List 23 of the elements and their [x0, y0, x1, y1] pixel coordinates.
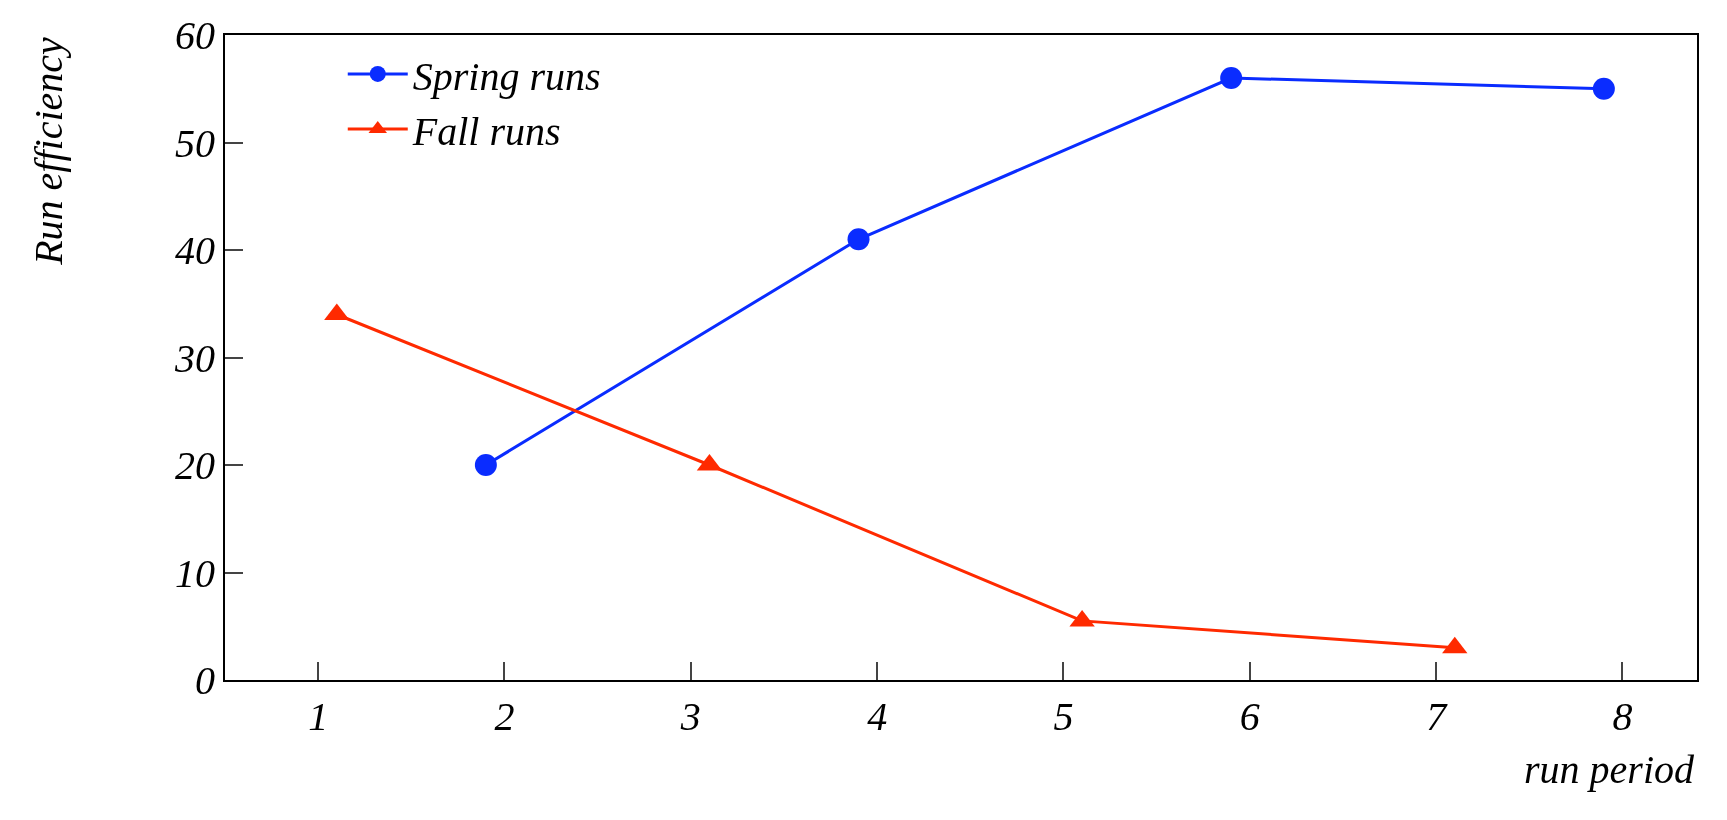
x-tick-label: 6	[1239, 694, 1260, 739]
point	[847, 228, 870, 251]
legend-label: Spring runs	[412, 53, 601, 99]
point	[1220, 67, 1243, 89]
x-tick-label: 4	[867, 694, 888, 739]
x-tick-label: 7	[1426, 694, 1449, 739]
y-tick-label: 40	[175, 228, 215, 273]
point	[1592, 77, 1615, 100]
y-tick-label: 0	[195, 658, 215, 703]
y-tick-label: 50	[175, 120, 215, 166]
x-tick-label: 1	[308, 694, 329, 739]
y-tick-label: 60	[175, 13, 215, 58]
y-tick-label: 30	[174, 335, 215, 381]
y-axis-title: Run efficiency	[25, 36, 71, 266]
x-tick-label: 3	[679, 694, 701, 739]
legend-label: Fall runs	[411, 108, 561, 154]
point	[474, 454, 497, 476]
x-tick-label: 5	[1053, 694, 1074, 739]
x-tick-label: 8	[1612, 694, 1633, 739]
y-tick-label: 20	[175, 443, 215, 488]
x-tick-label: 2	[494, 694, 515, 739]
y-tick-label: 10	[175, 550, 215, 596]
x-axis-title: run period	[1524, 747, 1695, 792]
